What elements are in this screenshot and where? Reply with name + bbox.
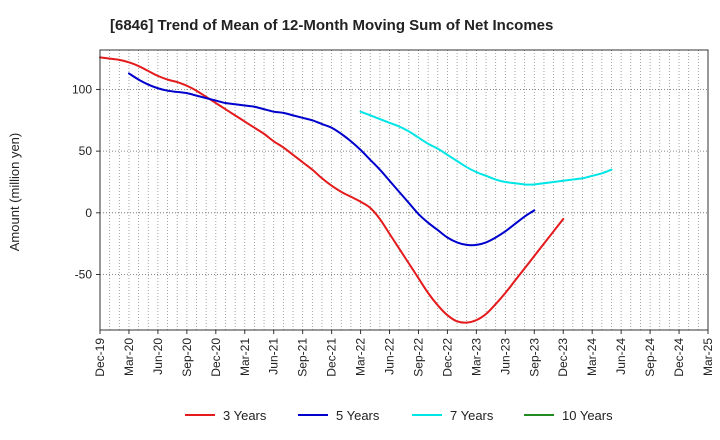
x-tick-label: Sep-23: [527, 338, 541, 377]
series-lines: [99, 56, 613, 324]
x-tick-label: Mar-24: [585, 338, 599, 376]
x-tick-label: Mar-20: [122, 338, 136, 376]
x-tick-label: Jun-21: [267, 338, 281, 375]
y-tick-label: 0: [85, 206, 92, 220]
plot-area: [100, 50, 708, 330]
x-tick-label: Sep-22: [411, 338, 425, 377]
plot-border: [99, 49, 709, 331]
x-axis-ticks: Dec-19 Mar-20 Jun-20 Sep-20 Dec-20 Mar-21 Jun-…: [93, 330, 715, 377]
series-line-5-years: [127, 72, 536, 247]
x-tick-label: Sep-20: [180, 338, 194, 377]
x-tick-label: Sep-21: [296, 338, 310, 377]
plot-frame: [99, 49, 709, 331]
series-line-3-years: [99, 56, 565, 324]
x-tick-label: Jun-24: [614, 338, 628, 375]
x-tick-label: Jun-20: [151, 338, 165, 375]
x-tick-label: Mar-25: [701, 338, 715, 376]
x-tick-label: Sep-24: [643, 338, 657, 377]
y-axis-ticks: 100 50 0 -50: [72, 82, 100, 281]
x-tick-label: Jun-23: [498, 338, 512, 375]
legend-label-7-years: 7 Years: [450, 408, 494, 423]
y-tick-label: -50: [75, 267, 93, 281]
x-tick-label: Dec-21: [325, 338, 339, 377]
x-tick-label: Jun-22: [383, 338, 397, 375]
x-tick-label: Dec-19: [93, 338, 107, 377]
legend-label-5-years: 5 Years: [336, 408, 380, 423]
legend-label-3-years: 3 Years: [223, 408, 267, 423]
y-axis-label: Amount (million yen): [7, 133, 22, 252]
chart-title: [6846] Trend of Mean of 12-Month Moving …: [110, 17, 553, 34]
x-tick-label: Dec-22: [440, 338, 454, 377]
series-line-7-years: [359, 110, 613, 186]
x-tick-label: Dec-24: [672, 338, 686, 377]
plot-background: [100, 50, 708, 330]
legend-label-10-years: 10 Years: [562, 408, 613, 423]
y-tick-label: 100: [72, 82, 92, 96]
x-tick-label: Mar-21: [238, 338, 252, 376]
x-tick-label: Dec-23: [556, 338, 570, 377]
horizontal-gridlines: [100, 89, 708, 275]
x-tick-label: Mar-22: [354, 338, 368, 376]
x-tick-label: Dec-20: [209, 338, 223, 377]
x-tick-label: Mar-23: [469, 338, 483, 376]
y-tick-label: 50: [79, 144, 93, 158]
legend: 3 Years 5 Years 7 Years 10 Years: [185, 408, 613, 423]
